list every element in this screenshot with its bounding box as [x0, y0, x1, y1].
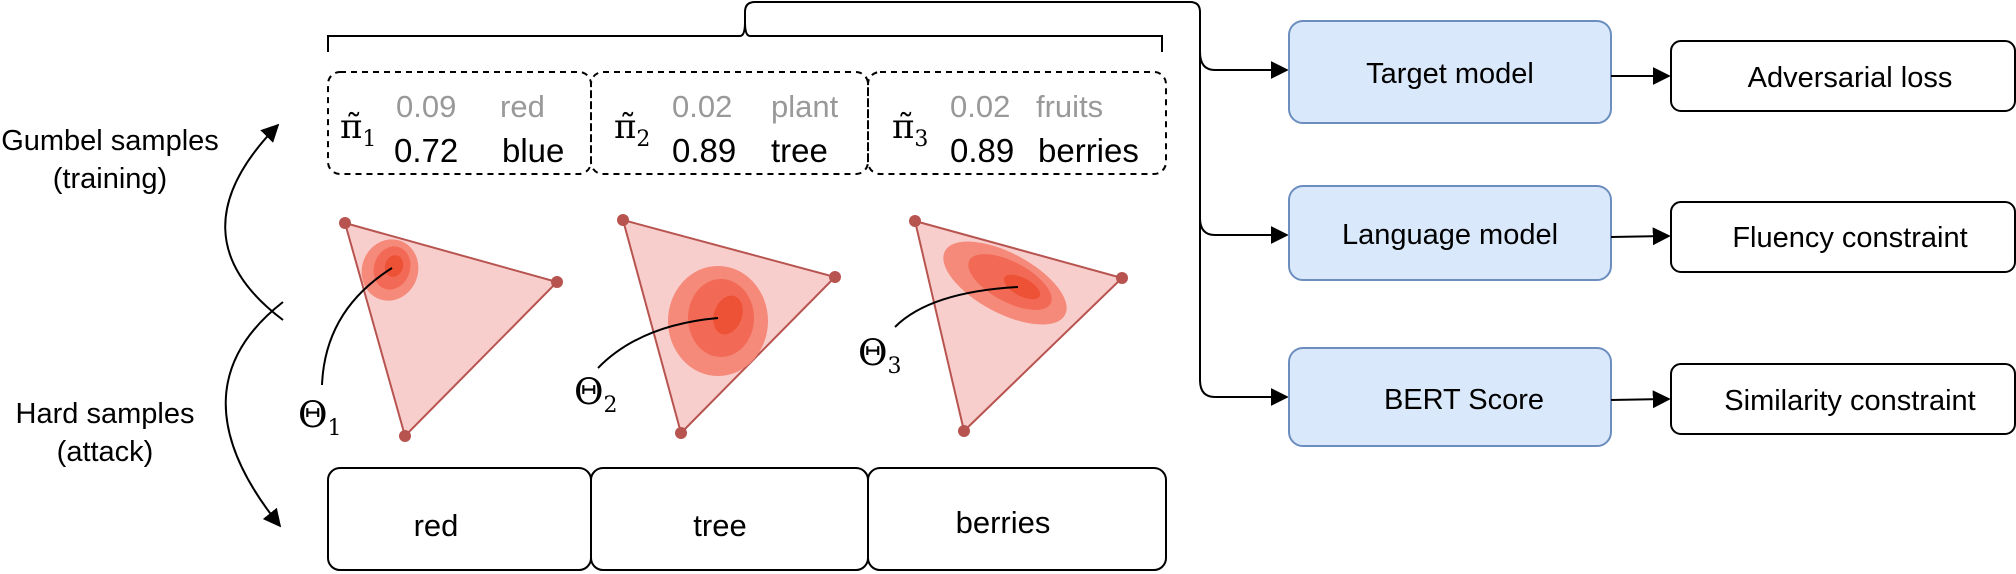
hard-label-line2: (attack): [57, 436, 154, 468]
connector-bert-score: [1199, 379, 1289, 406]
simplex-3: [909, 215, 1128, 437]
theta-pointer-3: [894, 286, 1019, 328]
language-model-box: [1288, 185, 1612, 281]
language-model-label: Language model: [1342, 219, 1558, 251]
adversarial-loss-box: [1670, 40, 2016, 112]
gumbel-label-line1: Gumbel samples: [1, 125, 219, 157]
hard-box-1: [327, 467, 592, 571]
sample-box-1: [327, 71, 592, 175]
arrow-similarity-constraint: [1610, 390, 1671, 409]
bottom-word-2: tree: [771, 132, 828, 169]
similarity-constraint-box: [1670, 363, 2016, 435]
pi-symbol-2: π̃2: [614, 107, 650, 152]
connector-target-model: [1199, 51, 1289, 79]
fluency-constraint-box: [1670, 201, 2016, 273]
gumbel-arrow: [224, 123, 284, 321]
pi-symbol-3: π̃3: [892, 107, 928, 152]
top-word-3: fruits: [1036, 89, 1103, 124]
hard-word-1: red: [414, 508, 459, 543]
similarity-constraint-label: Similarity constraint: [1724, 385, 1975, 417]
top-prob-1: 0.09: [396, 89, 456, 124]
bert-score-box: [1288, 347, 1612, 447]
theta-pointer-1: [321, 267, 393, 386]
hard-box-3: [867, 467, 1167, 571]
theta-label-1: Θ1: [298, 395, 342, 441]
bottom-prob-3: 0.89: [950, 132, 1014, 169]
top-word-2: plant: [771, 89, 839, 124]
pi-symbol-1: π̃1: [340, 107, 376, 152]
theta-label-2: Θ2: [574, 372, 618, 418]
bottom-prob-1: 0.72: [394, 132, 458, 169]
top-prob-3: 0.02: [950, 89, 1010, 124]
bottom-word-3: berries: [1038, 132, 1139, 169]
top-word-1: red: [500, 89, 545, 124]
target-model-box: [1288, 20, 1612, 124]
theta-pointer-2: [597, 317, 719, 369]
fluency-constraint-label: Fluency constraint: [1732, 222, 1967, 254]
theta-label-3: Θ3: [858, 333, 902, 379]
hard-word-2: tree: [693, 508, 746, 543]
bert-score-label: BERT Score: [1384, 384, 1544, 416]
target-model-label: Target model: [1366, 58, 1534, 90]
simplex-1: [339, 217, 563, 442]
bottom-prob-2: 0.89: [672, 132, 736, 169]
hard-arrow: [224, 301, 284, 528]
sample-box-2: [590, 71, 869, 175]
connector-language-model: [1199, 217, 1289, 244]
simplex-2: [617, 214, 841, 439]
gumbel-label-line2: (training): [53, 163, 167, 195]
hard-word-3: berries: [956, 505, 1051, 540]
bottom-word-1: blue: [502, 132, 564, 169]
top-prob-2: 0.02: [672, 89, 732, 124]
arrow-fluency-constraint: [1610, 227, 1671, 246]
hard-label-line1: Hard samples: [16, 398, 195, 430]
adversarial-loss-label: Adversarial loss: [1748, 62, 1953, 94]
top-brace: [327, 1, 1201, 52]
sample-box-3: [867, 71, 1167, 175]
